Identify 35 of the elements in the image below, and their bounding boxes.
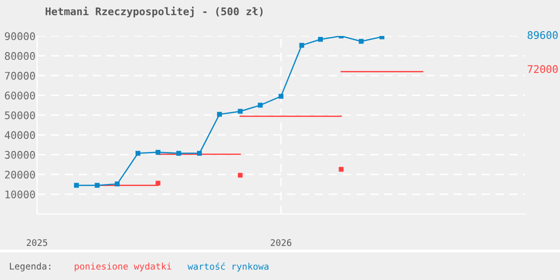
point: [318, 36, 323, 42]
point: [114, 182, 120, 186]
point: [197, 150, 202, 156]
point: [74, 182, 79, 188]
point: [136, 150, 140, 156]
x-tick-label: 2025: [26, 239, 48, 246]
point: [258, 102, 263, 108]
legend-title: Legenda:: [10, 262, 50, 272]
point: [299, 42, 304, 48]
text: 89600: [528, 31, 558, 40]
point: [238, 172, 243, 178]
y-tick-label: 70000: [4, 72, 35, 80]
text: poniesione wydatki: [74, 262, 172, 272]
y-tick-label: 20000: [5, 170, 35, 179]
point: [176, 150, 182, 156]
point: [380, 36, 384, 40]
point: [94, 182, 100, 188]
y-tick-label: 90000: [4, 32, 35, 40]
y-tick-label: 50000: [4, 111, 35, 120]
text: wartość rynkowa: [188, 262, 268, 272]
y-tick-label: 40000: [4, 131, 35, 140]
point: [238, 108, 243, 114]
point: [156, 150, 160, 155]
point: [156, 180, 160, 186]
chart-title: Hetmani Rzeczypospolitej - (500 zł): [46, 6, 263, 18]
y-tick-label: 80000: [4, 52, 35, 60]
point: [278, 94, 284, 99]
text: 72000: [528, 65, 558, 74]
y-tick-label: 60000: [4, 92, 35, 100]
point: [358, 38, 364, 44]
y-tick-label: 30000: [4, 150, 35, 159]
y-tick-label: 10000: [6, 190, 35, 198]
point: [338, 166, 344, 172]
x-tick-label: 2026: [270, 239, 292, 246]
point: [217, 112, 222, 117]
